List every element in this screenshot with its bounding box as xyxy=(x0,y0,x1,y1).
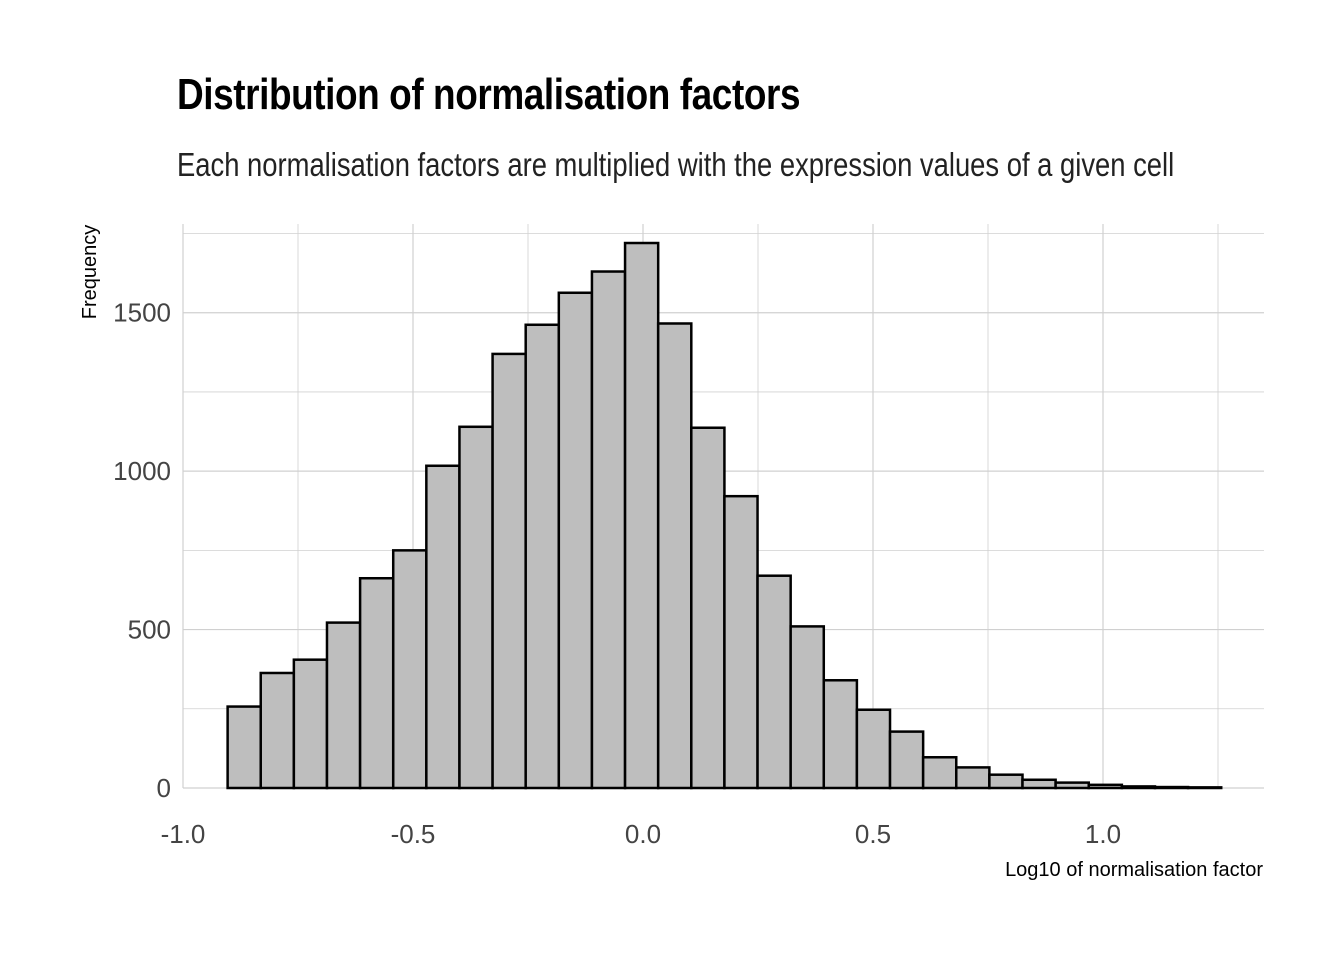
histogram-bar xyxy=(955,766,991,790)
histogram-bar xyxy=(656,322,693,790)
histogram-bar xyxy=(1054,781,1090,790)
histogram-bar xyxy=(855,708,892,790)
x-axis-title: Log10 of normalisation factor xyxy=(1005,859,1263,881)
histogram-bar xyxy=(789,625,826,790)
histogram-bar xyxy=(590,270,627,790)
histogram-bar xyxy=(888,730,925,790)
histogram-bar xyxy=(690,426,726,790)
histogram-bar xyxy=(491,352,527,790)
x-tick-label: 0.0 xyxy=(625,819,661,849)
histogram-bar xyxy=(756,574,792,790)
y-axis-title: Frequency xyxy=(79,225,101,320)
histogram-bar xyxy=(259,671,296,790)
y-tick-label: 1000 xyxy=(113,456,171,486)
chart-title: Distribution of normalisation factors xyxy=(177,70,801,119)
histogram-bar xyxy=(921,756,958,790)
histogram-bar xyxy=(1087,783,1124,790)
y-tick-label: 0 xyxy=(157,773,171,803)
y-tick-label: 1500 xyxy=(113,298,171,328)
x-tick-label: -1.0 xyxy=(161,819,206,849)
histogram-bar xyxy=(358,576,395,790)
histogram-bar xyxy=(988,773,1024,790)
y-tick-label: 500 xyxy=(128,615,171,645)
histogram-bar xyxy=(822,679,859,790)
histogram-bar xyxy=(623,241,660,790)
histogram-bar xyxy=(1153,785,1190,790)
histogram-bar xyxy=(425,464,461,790)
histogram-bar xyxy=(325,621,362,790)
histogram-bar xyxy=(1120,785,1157,790)
histogram-bar xyxy=(292,658,329,790)
histogram-bars xyxy=(226,241,1223,790)
histogram-bar xyxy=(458,425,494,790)
histogram-bar xyxy=(1186,786,1223,790)
x-tick-labels: -1.0 -0.5 0.0 0.5 1.0 xyxy=(161,819,1121,849)
histogram-bar xyxy=(723,494,759,790)
histogram-bar xyxy=(557,291,594,790)
x-tick-label: 1.0 xyxy=(1085,819,1121,849)
histogram-bar xyxy=(226,705,262,790)
histogram-bar xyxy=(1021,778,1057,790)
histogram-bar xyxy=(524,323,561,790)
histogram-bar xyxy=(391,549,428,790)
y-tick-labels: 0 500 1000 1500 xyxy=(113,298,171,803)
x-tick-label: 0.5 xyxy=(855,819,891,849)
chart-subtitle: Each normalisation factors are multiplie… xyxy=(177,146,1175,183)
x-tick-label: -0.5 xyxy=(391,819,436,849)
